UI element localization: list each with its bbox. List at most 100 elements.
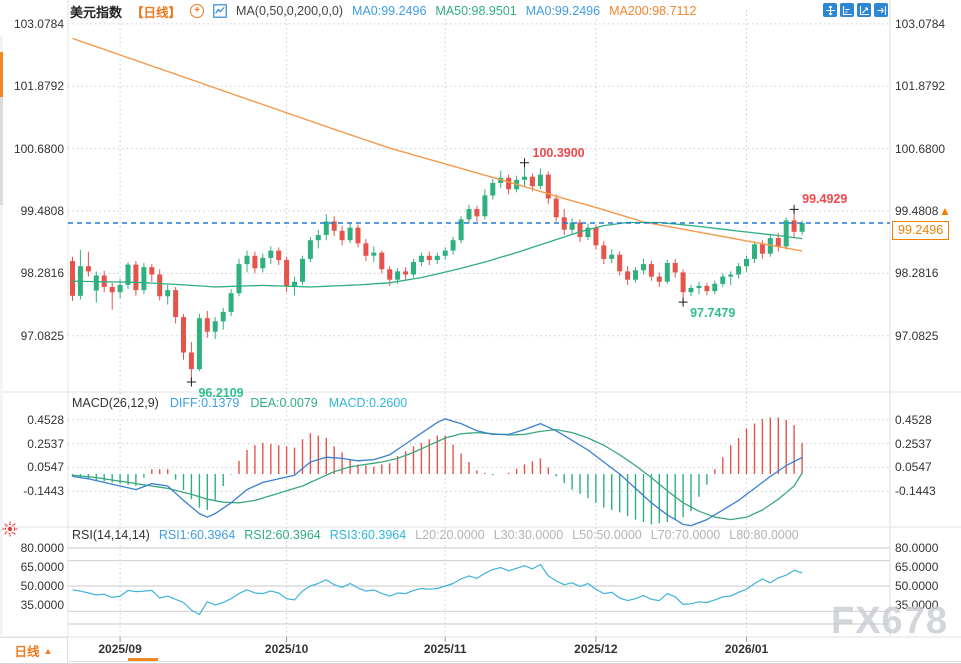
ma50-value: MA50:98.9501 — [435, 4, 517, 18]
candle-body — [791, 220, 797, 232]
candle-body — [799, 223, 805, 232]
candle-body — [371, 252, 377, 256]
candle-body — [252, 255, 258, 269]
candle-body — [347, 227, 353, 241]
candle-body — [585, 227, 591, 238]
candle-body — [411, 262, 416, 275]
candle-body — [228, 293, 234, 312]
candle-body — [752, 244, 757, 259]
candle-body — [577, 222, 583, 238]
macd-dea-value: DEA:0.0079 — [250, 396, 318, 410]
candle-body — [490, 183, 496, 196]
candle-body — [474, 209, 480, 217]
candle-body — [522, 176, 527, 180]
candle-body — [165, 290, 171, 297]
candle-body — [212, 321, 218, 332]
period-selector-label: 日线 — [14, 645, 40, 659]
candle-body — [434, 255, 440, 260]
candle-body — [648, 264, 654, 277]
candle-body — [641, 264, 646, 271]
left-scrollbar-thumb[interactable] — [0, 52, 3, 97]
candle-body — [363, 243, 369, 256]
chevron-up-icon: ▲ — [43, 645, 53, 656]
candle-body — [625, 271, 631, 280]
candle-body — [728, 274, 734, 277]
current-price-tag[interactable]: 99.2496 — [892, 221, 950, 240]
candle-body — [260, 257, 266, 269]
candle-body — [744, 258, 749, 267]
bottom-scrollbar-thumb[interactable] — [128, 658, 158, 661]
candle-body — [117, 284, 123, 293]
pointer-tool-icon[interactable] — [857, 3, 871, 17]
candle-body — [157, 274, 163, 297]
macd-diff-line — [72, 418, 803, 527]
swing-cross-marker — [186, 377, 196, 387]
candle-body — [355, 227, 361, 244]
candle-body — [450, 240, 456, 251]
period-tag: 【日线】 — [131, 5, 182, 20]
candle-body — [149, 267, 155, 275]
candle-body — [268, 250, 274, 258]
candle-body — [601, 245, 607, 259]
rsi-level-50: L50:50.0000 — [572, 528, 642, 542]
candle-body — [204, 318, 210, 332]
candle-body — [173, 290, 179, 318]
macd-macd-value: MACD:0.2600 — [328, 396, 408, 410]
candle-body — [617, 254, 623, 272]
candle-body — [307, 240, 313, 259]
chart-toolbar — [823, 3, 888, 17]
rsi1-value: RSI1:60.3964 — [158, 528, 236, 542]
ma50-line — [72, 221, 803, 288]
add-indicator-icon[interactable]: + — [190, 4, 205, 18]
candle-body — [633, 270, 638, 280]
macd-header: MACD(26,12,9) DIFF:0.1379 DEA:0.0079 MAC… — [72, 396, 407, 410]
indicator-icon[interactable] — [213, 4, 227, 18]
candle-body — [85, 266, 91, 272]
candle-body — [181, 317, 186, 353]
candle-body — [426, 255, 432, 260]
candle-body — [712, 283, 718, 292]
ma-settings-label: MA(0,50,0,200,0,0) — [236, 4, 344, 18]
candle-body — [569, 222, 575, 230]
candle-body — [323, 221, 329, 235]
candle-body — [284, 259, 290, 286]
chart-header: 美元指数 【日线】 + MA(0,50,0,200,0,0) MA0:99.24… — [70, 2, 696, 20]
candle-body — [331, 221, 337, 231]
left-scrollbar[interactable] — [0, 36, 3, 635]
candle-body — [672, 263, 678, 273]
hot-indicator-icon[interactable] — [2, 521, 18, 542]
candle-body — [609, 254, 615, 259]
pan-tool-icon[interactable] — [823, 3, 837, 17]
candle-body — [70, 261, 75, 296]
candle-body — [109, 287, 115, 293]
swing-cross-marker — [678, 297, 688, 307]
candle-body — [379, 252, 385, 270]
period-selector[interactable]: 日线 ▲ — [0, 637, 68, 663]
candle-body — [704, 285, 710, 292]
candle-body — [276, 250, 282, 260]
candle-body — [656, 276, 662, 282]
candle-body — [141, 267, 147, 291]
candle-body — [125, 264, 131, 285]
left-scrollbar-segment[interactable] — [0, 97, 3, 205]
candle-body — [506, 177, 512, 190]
candle-body — [553, 198, 559, 218]
candle-body — [395, 271, 401, 280]
axis-scale-tool-icon[interactable] — [840, 3, 854, 17]
candle-body — [93, 275, 99, 291]
rsi3-value: RSI3:60.3964 — [329, 528, 407, 542]
candle-body — [133, 264, 139, 291]
candle-body — [458, 219, 464, 241]
candle-body — [387, 269, 393, 280]
rsi-level-20: L20:20.0000 — [415, 528, 485, 542]
candle-body — [696, 285, 702, 288]
candle-body — [315, 235, 321, 241]
rsi-level-70: L70:70.0000 — [650, 528, 721, 542]
watermark: FX678 — [831, 600, 948, 642]
collapse-panel-tool-icon[interactable] — [874, 3, 888, 17]
candle-body — [529, 176, 535, 187]
candle-body — [442, 250, 448, 256]
candle-body — [418, 255, 424, 262]
candle-body — [537, 174, 543, 186]
